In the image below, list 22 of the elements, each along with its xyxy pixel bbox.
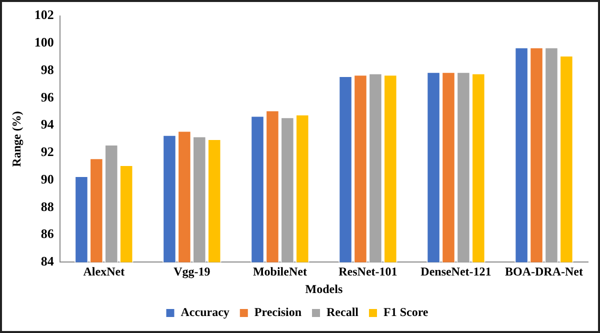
legend-label: Accuracy: [180, 305, 230, 320]
y-tick-label: 86: [40, 226, 54, 242]
x-tick-label: BOA-DRA-Net: [505, 264, 583, 278]
x-tick-label: AlexNet: [83, 264, 125, 278]
y-tick-label: 100: [34, 34, 54, 50]
legend-label: Recall: [326, 305, 360, 320]
legend-label: F1 Score: [383, 305, 429, 320]
x-tick-label: MobileNet: [252, 264, 307, 278]
x-tick-label: DenseNet-121: [420, 264, 492, 278]
x-tick-label: ResNet-101: [338, 264, 398, 278]
y-axis-title: Range (%): [9, 111, 24, 167]
y-tick-label: 96: [40, 89, 54, 104]
y-tick-label: 94: [40, 116, 54, 132]
y-tick-label: 98: [40, 62, 54, 77]
y-tick-label: 92: [40, 144, 54, 160]
y-tick-label: 84: [40, 254, 54, 269]
y-tick-label: 90: [40, 171, 54, 186]
x-axis-title: Models: [305, 282, 343, 296]
legend-label: Precision: [254, 305, 302, 320]
x-tick-label: Vgg-19: [174, 264, 210, 278]
y-tick-label: 102: [34, 7, 54, 22]
y-tick-label: 88: [40, 198, 54, 214]
